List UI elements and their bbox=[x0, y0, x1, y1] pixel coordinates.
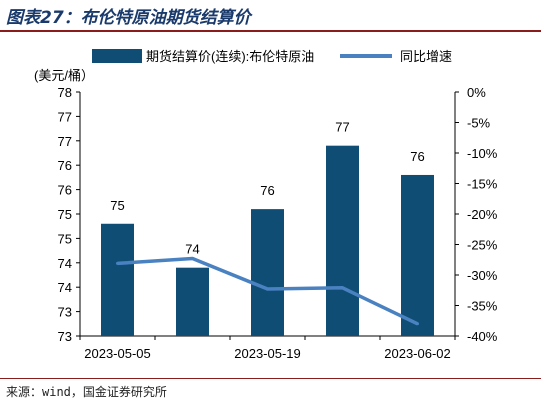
legend-bar-label: 期货结算价(连续):布伦特原油 bbox=[146, 49, 314, 64]
x-tick-label: 2023-06-02 bbox=[384, 346, 451, 361]
bar-value-label: 75 bbox=[110, 198, 124, 213]
x-tick-label: 2023-05-19 bbox=[234, 346, 301, 361]
bar-value-label: 76 bbox=[260, 183, 274, 198]
right-tick-label: 0% bbox=[467, 85, 486, 100]
bar-value-label: 77 bbox=[335, 120, 349, 135]
title-rule bbox=[0, 30, 541, 32]
source-rule bbox=[0, 378, 541, 379]
yoy-growth-point bbox=[191, 257, 194, 261]
left-tick-label: 76 bbox=[58, 183, 72, 198]
figure-title: 图表27：布伦特原油期货结算价 bbox=[6, 8, 251, 28]
left-tick-label: 73 bbox=[58, 329, 72, 344]
left-tick-label: 75 bbox=[58, 207, 72, 222]
right-tick-label: -15% bbox=[467, 177, 498, 192]
price-bar bbox=[326, 145, 359, 336]
left-tick-label: 75 bbox=[58, 231, 72, 246]
right-tick-label: -5% bbox=[467, 116, 491, 131]
left-tick-label: 78 bbox=[58, 85, 72, 100]
left-tick-label: 73 bbox=[58, 305, 72, 320]
right-tick-label: -40% bbox=[467, 329, 498, 344]
right-tick-label: -10% bbox=[467, 146, 498, 161]
price-bar bbox=[176, 267, 209, 336]
left-tick-label: 77 bbox=[58, 109, 72, 124]
left-tick-label: 77 bbox=[58, 134, 72, 149]
bar-value-label: 76 bbox=[410, 149, 424, 164]
legend-bar-swatch bbox=[92, 49, 142, 63]
price-bar bbox=[401, 174, 434, 336]
yoy-growth-point bbox=[416, 322, 419, 326]
bar-value-label: 74 bbox=[185, 242, 199, 257]
source-note: 来源：wind，国金证券研究所 bbox=[6, 385, 167, 399]
right-tick-label: -30% bbox=[467, 268, 498, 283]
right-tick-label: -35% bbox=[467, 299, 498, 314]
left-tick-label: 74 bbox=[58, 256, 72, 271]
yoy-growth-point bbox=[341, 286, 344, 290]
x-tick-label: 2023-05-05 bbox=[84, 346, 151, 361]
right-tick-label: -20% bbox=[467, 207, 498, 222]
price-bar bbox=[101, 223, 134, 336]
legend-line-label: 同比增速 bbox=[400, 49, 452, 64]
chart: 73 73 74 74 75 75 76 76 77 77 78 0% -5% -10% -15% -20% -… bbox=[34, 49, 498, 361]
left-tick-label: 74 bbox=[58, 280, 72, 295]
price-bar bbox=[251, 209, 284, 336]
right-tick-label: -25% bbox=[467, 238, 498, 253]
yoy-growth-point bbox=[266, 287, 269, 291]
left-tick-label: 76 bbox=[58, 158, 72, 173]
y-axis-unit-label: (美元/桶） bbox=[34, 68, 94, 83]
yoy-growth-point bbox=[116, 261, 119, 265]
